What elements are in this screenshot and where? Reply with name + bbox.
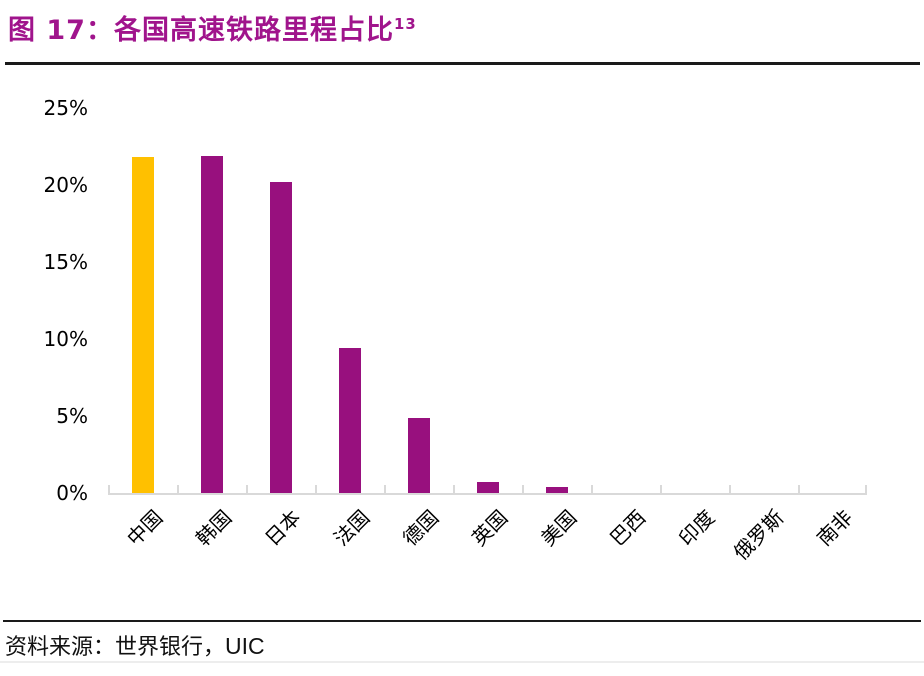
plot-area [108,108,867,495]
source-note-cn: 资料来源：世界银行， [5,634,226,659]
x-axis-line [108,493,867,495]
x-axis-tick [591,485,593,493]
bar-germany [407,417,430,493]
x-axis-tick [177,485,179,493]
x-axis-tick [660,485,662,493]
bar-korea [200,155,223,493]
bar-usa [545,486,568,493]
figure-title-superscript: 13 [393,15,417,33]
x-axis-tick [108,485,110,493]
source-note: 资料来源：世界银行，UIC [5,629,265,661]
x-axis-tick [384,485,386,493]
bar-japan [269,181,292,493]
source-note-en: UIC [225,633,265,659]
y-axis-label-15: 15% [43,250,88,274]
bar-france [338,348,361,493]
footer-rule [0,661,924,663]
title-divider [5,62,920,65]
x-axis-tick [865,485,867,493]
y-axis-label-20: 20% [43,173,88,197]
y-axis-label-5: 5% [56,404,88,428]
x-axis-tick [522,485,524,493]
source-divider [3,620,921,622]
y-axis-label-25: 25% [43,96,88,120]
figure-title-prefix: 图 17： [8,15,114,46]
x-axis-tick [315,485,317,493]
x-axis-tick [246,485,248,493]
x-axis-tick [729,485,731,493]
x-axis-tick [453,485,455,493]
x-axis-tick [798,485,800,493]
figure-title-main: 各国高速铁路里程占比 [113,15,394,46]
bar-uk [476,482,499,493]
y-axis-label-0: 0% [56,481,88,505]
figure-title: 图 17：各国高速铁路里程占比13 [8,8,417,47]
y-axis-label-10: 10% [43,327,88,351]
bar-china [131,157,154,493]
